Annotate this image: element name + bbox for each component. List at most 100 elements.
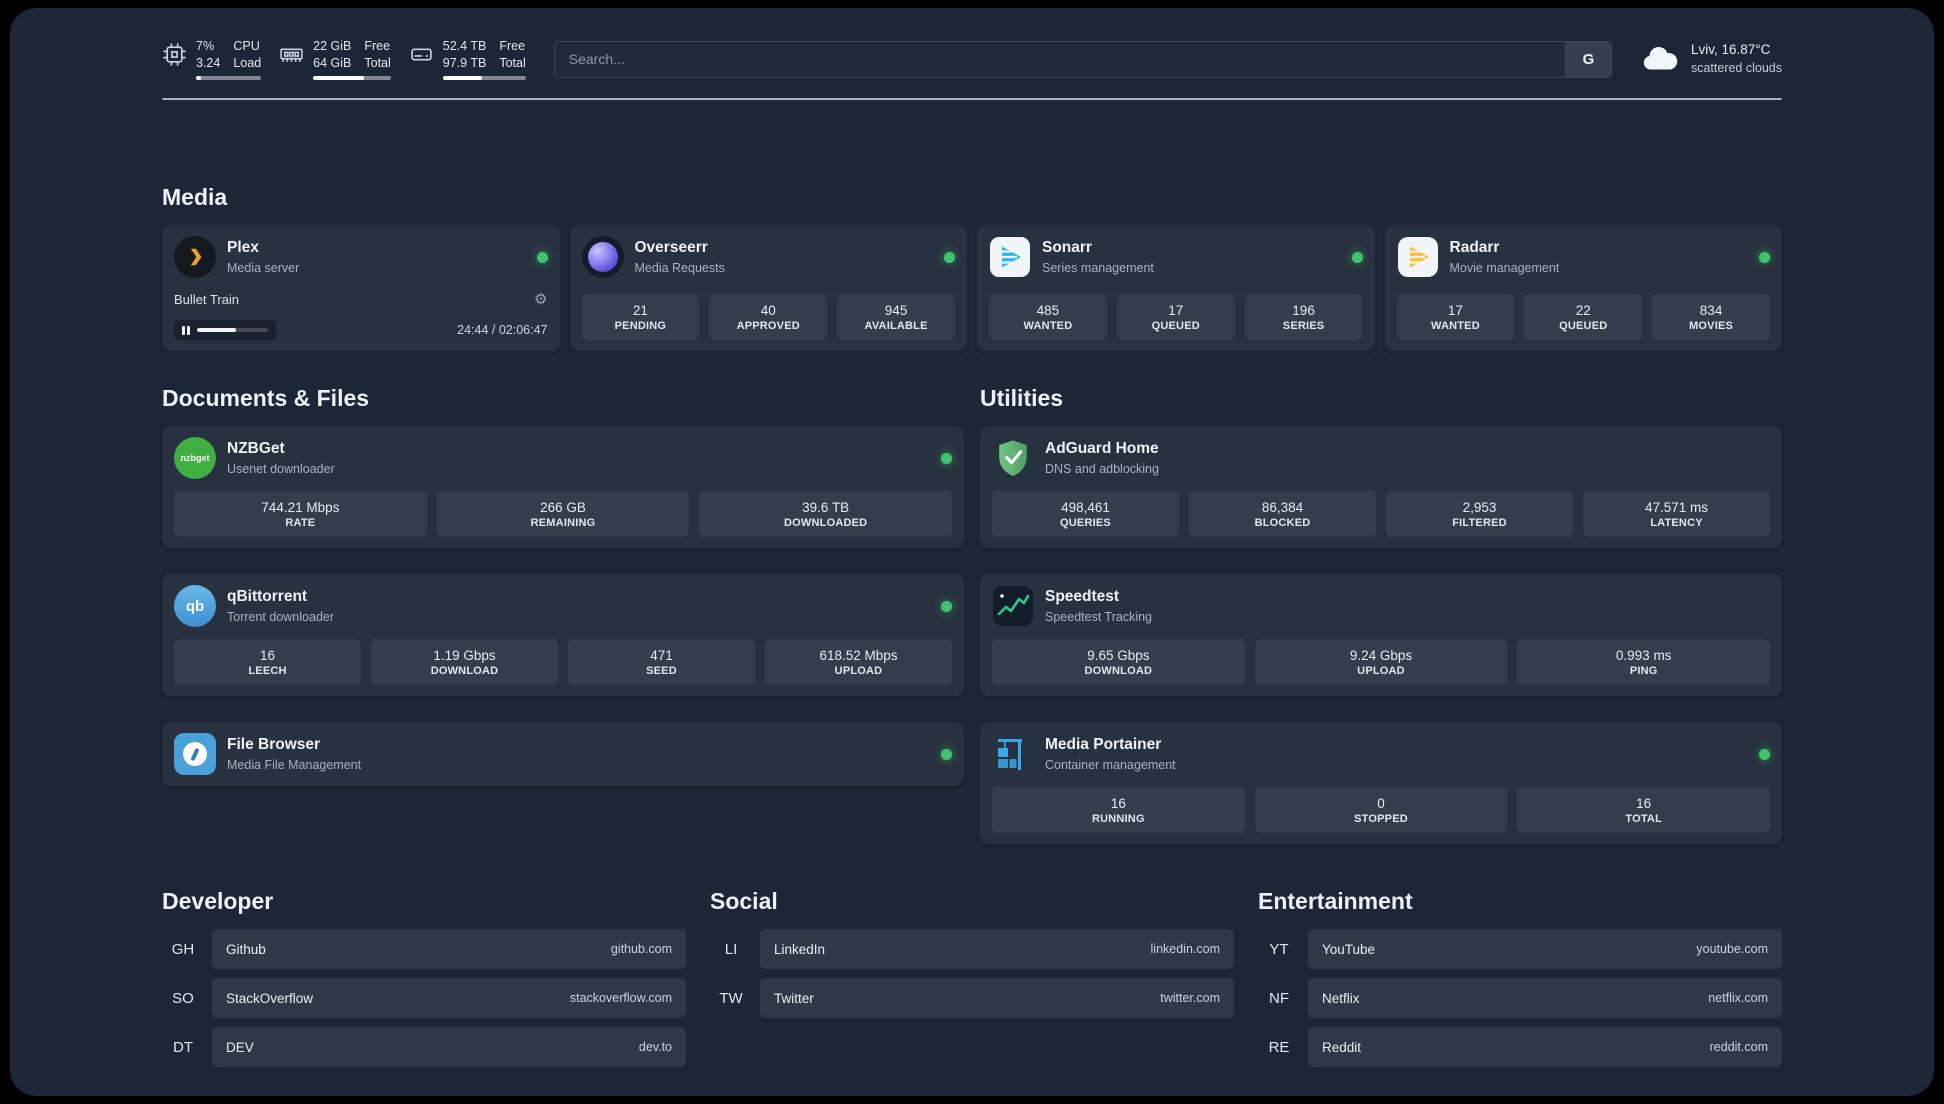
hard-drive-icon	[409, 42, 434, 67]
app-name: AdGuard Home	[1045, 440, 1159, 458]
bookmark-linkedin[interactable]: LI LinkedIn linkedin.com	[710, 929, 1234, 969]
search-bar: G	[553, 40, 1612, 78]
dashboard: 7% 3.24 CPU Load	[10, 8, 1934, 1096]
bookmark-github[interactable]: GH Github github.com	[162, 929, 686, 969]
section-title-documents: Documents & Files	[162, 385, 370, 411]
app-card-overseerr[interactable]: Overseerr Media Requests 21 PENDING 40 A…	[569, 225, 967, 351]
bookmark-stackoverflow[interactable]: SO StackOverflow stackoverflow.com	[162, 978, 686, 1018]
search-input[interactable]	[554, 41, 1565, 77]
cpu-icon	[162, 42, 187, 67]
stat-tile-upload: 9.24 Gbps UPLOAD	[1254, 639, 1508, 685]
bookmark-name: StackOverflow	[226, 990, 314, 1006]
app-subtitle: Media server	[227, 260, 300, 275]
bookmark-name: Github	[226, 941, 266, 957]
stat-tile-filtered: 2,953 FILTERED	[1386, 491, 1573, 537]
gear-icon[interactable]: ⚙	[534, 290, 548, 308]
memory-free-value: 22 GiB	[313, 39, 352, 53]
weather-location: Lviv, 16.87°C	[1690, 42, 1771, 58]
memory-total-label: Total	[364, 55, 391, 70]
bookmark-abbr: DT	[173, 1038, 193, 1056]
pause-icon[interactable]	[182, 325, 190, 335]
stat-tile-pending: 21 PENDING	[581, 294, 700, 340]
system-widgets: 7% 3.24 CPU Load	[162, 38, 526, 80]
bookmark-abbr: TW	[719, 989, 743, 1007]
app-card-qbittorrent[interactable]: qb qBittorrent Torrent downloader 16 LEE…	[162, 574, 964, 696]
app-subtitle: Container management	[1045, 757, 1176, 772]
bookmark-url: stackoverflow.com	[569, 991, 672, 1005]
stat-tile-download: 1.19 Gbps DOWNLOAD	[371, 639, 558, 685]
app-card-speedtest[interactable]: Speedtest Speedtest Tracking 9.65 Gbps D…	[980, 574, 1782, 696]
app-card-sonarr[interactable]: Sonarr Series management 485 WANTED 17 Q…	[977, 225, 1375, 351]
stat-tile-approved: 40 APPROVED	[709, 294, 828, 340]
bookmark-netflix[interactable]: NF Netflix netflix.com	[1258, 978, 1782, 1018]
app-card-nzbget[interactable]: nzbget NZBGet Usenet downloader 744.21 M…	[162, 426, 964, 548]
bookmark-name: Netflix	[1322, 990, 1360, 1006]
app-name: Speedtest	[1045, 588, 1120, 606]
player-controls[interactable]	[174, 320, 276, 340]
stat-tile-stopped: 0 STOPPED	[1254, 787, 1508, 833]
section-social: Social LI LinkedIn linkedin.com TW Twitt…	[710, 888, 1234, 1067]
cpu-progress-bar	[196, 76, 262, 80]
status-online-dot	[941, 452, 952, 464]
bookmark-twitter[interactable]: TW Twitter twitter.com	[710, 978, 1234, 1018]
app-card-radarr[interactable]: Radarr Movie management 17 WANTED 22 QUE…	[1384, 225, 1782, 351]
weather-condition: scattered clouds	[1690, 60, 1782, 75]
memory-icon	[279, 42, 304, 67]
stat-tile-rate: 744.21 Mbps RATE	[174, 491, 427, 537]
app-name: Plex	[227, 239, 259, 257]
memory-widget: 22 GiB 64 GiB Free Total	[279, 38, 391, 80]
bookmark-abbr: LI	[724, 940, 738, 958]
storage-total-label: Total	[499, 55, 526, 70]
stat-tile-downloaded: 39.6 TB DOWNLOADED	[699, 491, 953, 537]
app-subtitle: Usenet downloader	[227, 461, 335, 476]
cpu-label: CPU	[233, 39, 260, 53]
stat-tile-queries: 498,461 QUERIES	[992, 491, 1179, 537]
app-subtitle: Movie management	[1449, 260, 1560, 275]
search-engine-button[interactable]: G	[1564, 41, 1611, 77]
bookmark-url: reddit.com	[1709, 1040, 1768, 1054]
app-card-portainer[interactable]: Media Portainer Container management 16 …	[980, 722, 1782, 844]
bookmark-url: netflix.com	[1708, 991, 1768, 1005]
app-card-adguard[interactable]: AdGuard Home DNS and adblocking 498,461 …	[980, 426, 1782, 548]
playback-time: 24:44 / 02:06:47	[457, 323, 548, 337]
filebrowser-icon	[174, 733, 216, 775]
stat-tile-leech: 16 LEECH	[174, 639, 361, 685]
memory-total-value: 64 GiB	[313, 55, 352, 70]
app-card-filebrowser[interactable]: File Browser Media File Management	[162, 722, 964, 786]
stat-tile-queued: 17 QUEUED	[1116, 294, 1235, 340]
app-name: File Browser	[227, 736, 321, 754]
bookmark-url: dev.to	[638, 1040, 672, 1054]
overseerr-icon	[581, 236, 624, 278]
bookmark-dev[interactable]: DT DEV dev.to	[162, 1027, 686, 1067]
app-name: Sonarr	[1042, 239, 1092, 257]
stat-tile-movies: 834 MOVIES	[1652, 294, 1770, 340]
bookmark-url: twitter.com	[1160, 991, 1220, 1005]
status-online-dot	[536, 251, 548, 263]
section-title-utilities: Utilities	[980, 385, 1064, 411]
stat-tile-latency: 47.571 ms LATENCY	[1583, 491, 1770, 537]
app-name: NZBGet	[227, 440, 285, 458]
bookmark-name: LinkedIn	[774, 941, 826, 957]
app-name: Overseerr	[634, 239, 708, 257]
app-subtitle: Torrent downloader	[227, 609, 335, 624]
cloud-icon	[1640, 45, 1680, 73]
app-subtitle: DNS and adblocking	[1045, 461, 1159, 476]
app-subtitle: Speedtest Tracking	[1045, 609, 1153, 624]
stat-tile-upload: 618.52 Mbps UPLOAD	[765, 639, 952, 685]
bookmark-reddit[interactable]: RE Reddit reddit.com	[1258, 1027, 1782, 1067]
playback-progress-bar	[196, 328, 268, 332]
cpu-percent: 7%	[196, 39, 215, 53]
bookmark-youtube[interactable]: YT YouTube youtube.com	[1258, 929, 1782, 969]
stat-tile-download: 9.65 Gbps DOWNLOAD	[992, 639, 1245, 685]
bookmark-name: YouTube	[1322, 941, 1376, 957]
storage-free-label: Free	[499, 39, 526, 53]
status-online-dot	[1351, 251, 1363, 263]
radarr-icon	[1397, 236, 1439, 278]
bookmark-name: Reddit	[1322, 1039, 1362, 1055]
stat-tile-remaining: 266 GB REMAINING	[436, 491, 690, 537]
stat-tile-running: 16 RUNNING	[992, 787, 1245, 833]
app-subtitle: Media Requests	[634, 260, 725, 275]
section-utilities: Utilities	[980, 385, 1782, 844]
adguard-icon	[992, 437, 1034, 479]
app-card-plex[interactable]: Plex Media server Bullet Train ⚙	[162, 225, 560, 351]
